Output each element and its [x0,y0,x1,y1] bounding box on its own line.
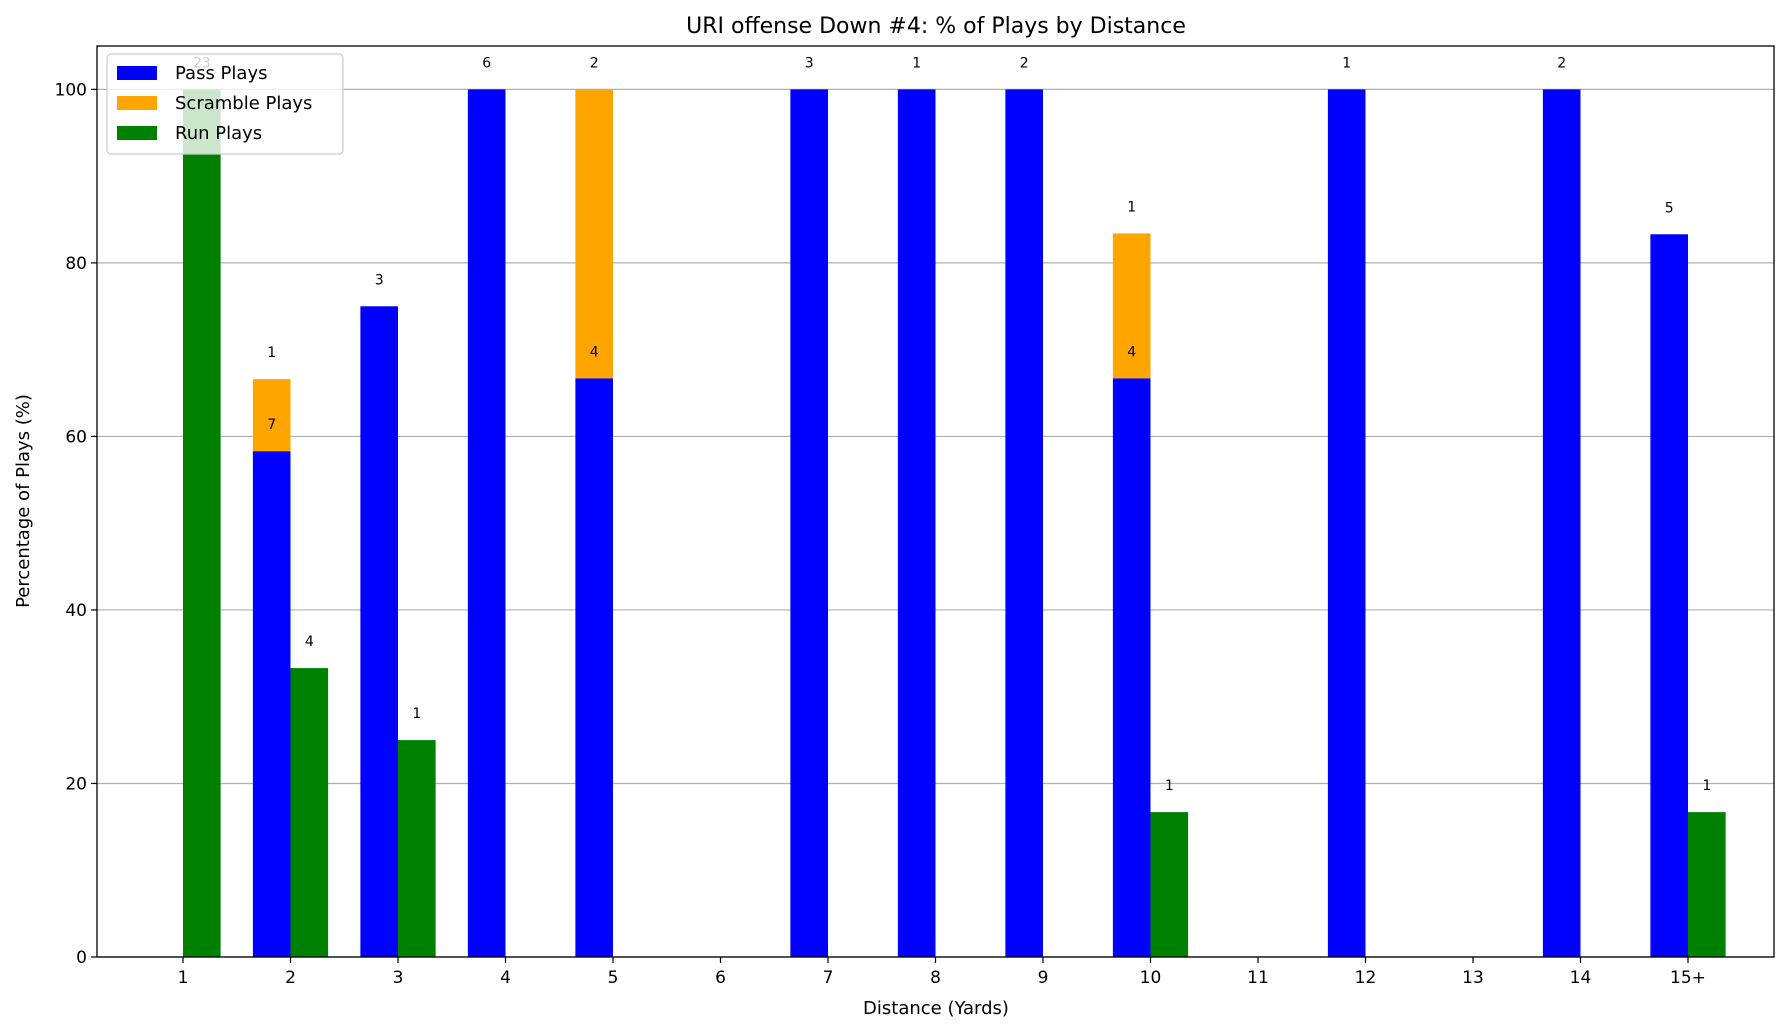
bar-label-pass: 6 [482,55,491,71]
x-tick-label: 2 [285,968,296,988]
bar-pass [575,378,613,957]
bar-label-run: 4 [305,634,314,650]
bar-label-pass: 5 [1665,200,1674,216]
bar-label-pass: 1 [1342,55,1351,71]
x-tick-label: 12 [1355,968,1377,988]
x-tick-label: 9 [1038,968,1049,988]
x-axis-ticks: 1 2 3 4 5 6 7 8 9 10 11 12 13 14 15+ [178,957,1706,988]
bar-pass [360,306,398,957]
bar-label-scramble: 1 [1127,199,1136,215]
bar-run [1150,812,1189,957]
bar-run [1688,812,1726,957]
bar-pass [1650,234,1688,958]
y-tick-label: 80 [65,254,87,274]
x-tick-label: 10 [1140,968,1162,988]
bar-pass [252,451,291,957]
x-tick-label: 11 [1247,968,1269,988]
bar-label-pass: 4 [590,344,599,360]
bar-label-pass: 2 [1557,55,1566,71]
legend: Pass Plays Scramble Plays Run Plays [106,53,344,155]
legend-label: Scramble Plays [175,93,312,114]
bar-scramble [1112,233,1151,379]
bar-pass [1542,89,1581,957]
bar-label-run: 1 [412,706,421,722]
bar-label-pass: 4 [1127,344,1136,360]
chart-title: URI offense Down #4: % of Plays by Dista… [686,14,1186,39]
bar-label-run: 1 [1702,778,1711,794]
bar-label-pass: 1 [912,55,921,71]
bar-run [398,740,436,957]
y-tick-label: 60 [65,427,87,447]
bar-labels-group: 23714316423124111251 [193,55,1711,794]
legend-label: Run Plays [175,123,262,144]
legend-swatch [117,126,157,140]
x-tick-label: 4 [500,968,511,988]
bar-label-scramble: 2 [590,55,599,71]
y-axis-ticks: 0 20 40 60 80 100 [55,80,97,968]
x-tick-label: 1 [178,968,189,988]
bar-label-scramble: 1 [267,345,276,361]
bar-pass [467,89,506,957]
y-tick-label: 0 [76,948,87,968]
legend-swatch [117,66,157,80]
bar-run [183,89,221,957]
y-axis-label: Percentage of Plays (%) [13,394,34,608]
bar-pass [897,89,936,957]
y-tick-label: 100 [55,80,87,100]
x-tick-label: 13 [1462,968,1484,988]
bar-label-pass: 2 [1020,55,1029,71]
bar-label-pass: 3 [375,272,384,288]
x-tick-label: 8 [930,968,941,988]
bar-pass [1327,89,1366,957]
bar-label-run: 1 [1165,778,1174,794]
bar-scramble [575,89,613,379]
legend-label: Pass Plays [175,63,267,84]
x-tick-label: 7 [823,968,834,988]
bar-label-pass: 3 [805,55,814,71]
x-tick-label: 15+ [1670,968,1706,988]
bar-run [290,668,329,957]
x-tick-label: 6 [715,968,726,988]
x-tick-label: 5 [608,968,619,988]
legend-swatch [117,96,157,110]
bar-pass [1112,378,1151,957]
x-tick-label: 14 [1570,968,1592,988]
bar-scramble [252,379,291,452]
x-tick-label: 3 [393,968,404,988]
x-axis-label: Distance (Yards) [863,998,1009,1019]
legend-box [106,53,344,155]
y-tick-label: 40 [65,601,87,621]
bar-pass [790,89,828,957]
y-tick-label: 20 [65,774,87,794]
bar-pass [1005,89,1043,957]
bar-label-pass: 7 [267,417,276,433]
bars-group [183,89,1726,958]
